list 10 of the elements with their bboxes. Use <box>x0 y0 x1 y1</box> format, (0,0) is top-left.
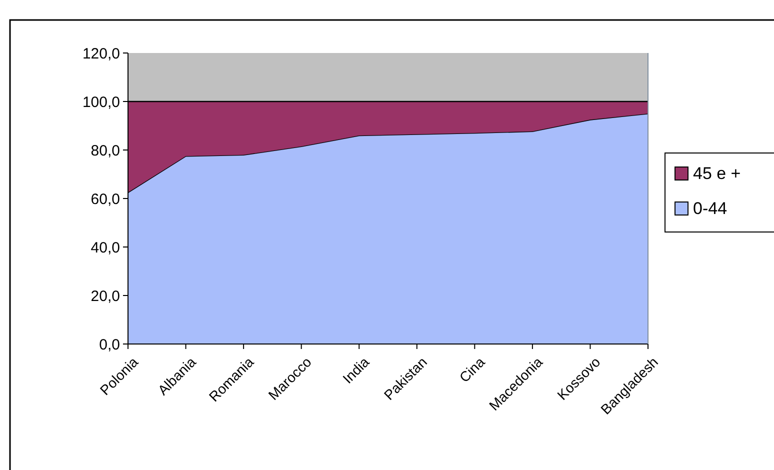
y-tick-label: 80,0 <box>90 142 120 160</box>
y-tick-label: 60,0 <box>90 190 120 208</box>
y-tick-label: 100,0 <box>82 94 120 111</box>
legend-label: 45 e + <box>693 164 741 183</box>
x-tick-label: Cina <box>456 354 488 386</box>
y-tick-label: 20,0 <box>90 288 120 305</box>
y-tick-label: 120,0 <box>82 45 120 62</box>
y-tick-label: 40,0 <box>90 239 120 256</box>
legend-label: 0-44 <box>693 198 728 218</box>
y-tick-label: 0,0 <box>99 336 120 354</box>
